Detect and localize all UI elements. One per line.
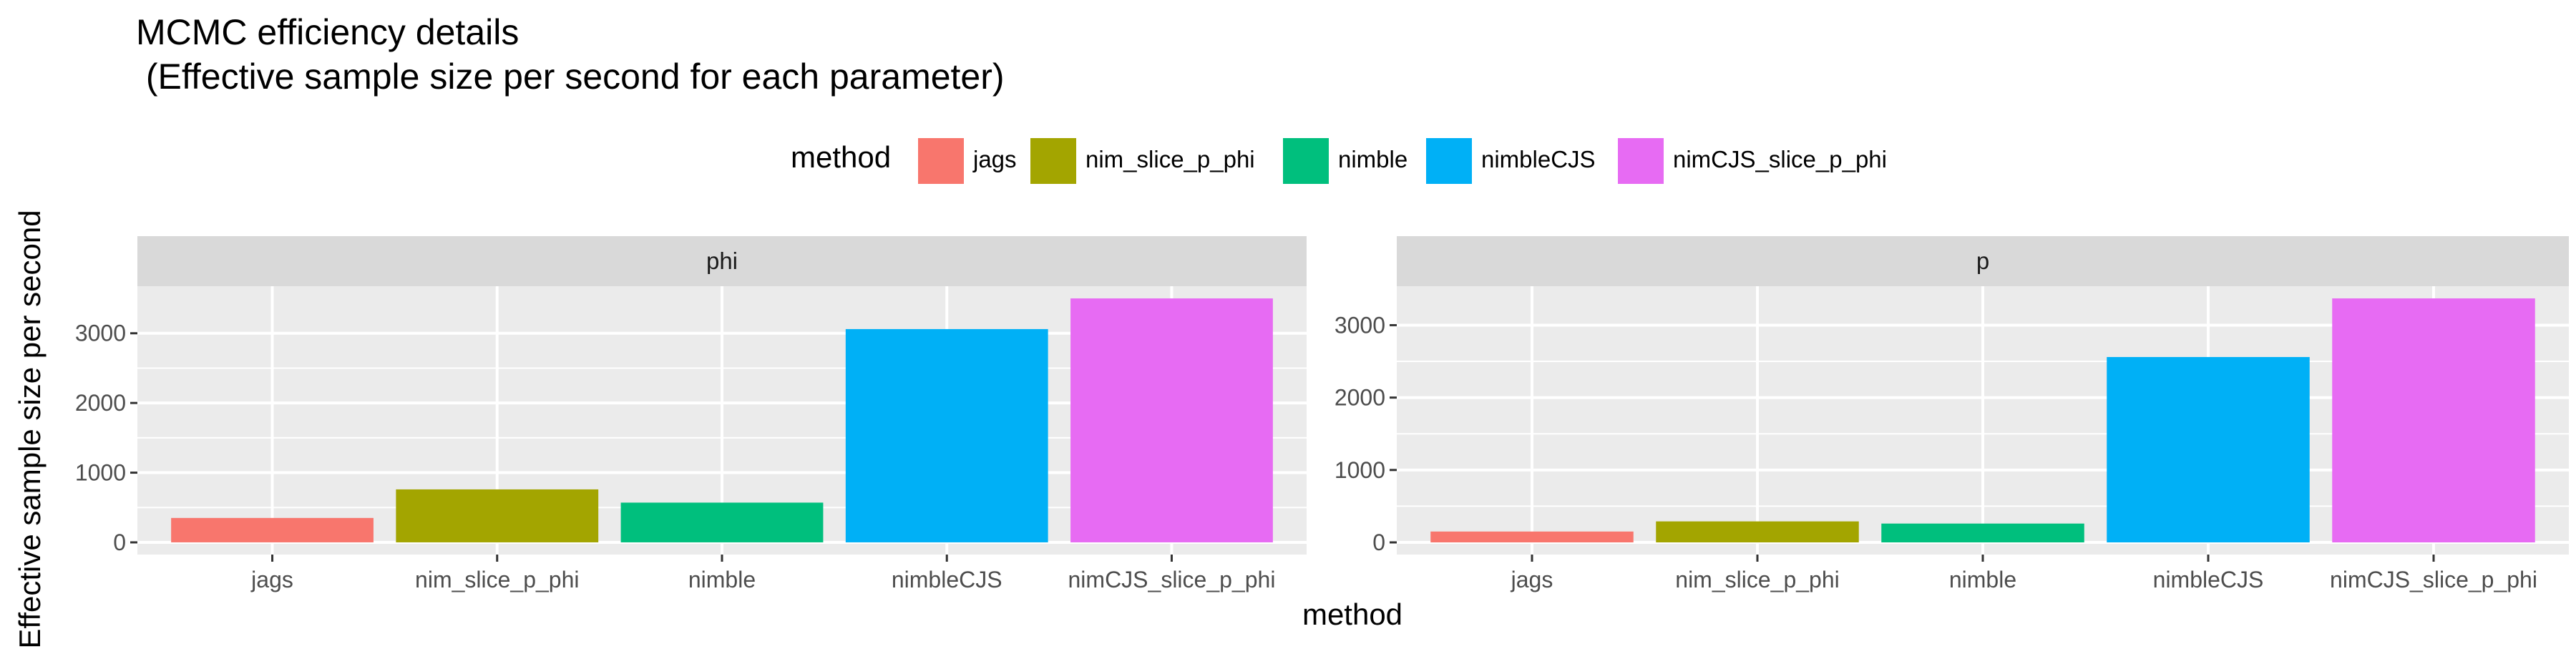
- facet-strip-label-phi: phi: [706, 248, 738, 274]
- x-tick-label-p: nimble: [1949, 567, 2016, 592]
- y-tick-label-phi: 1000: [75, 460, 126, 486]
- x-tick-label-p: jags: [1511, 567, 1553, 592]
- x-tick-label-phi: nimCJS_slice_p_phi: [1068, 567, 1276, 592]
- facet-strip-label-p: p: [1976, 248, 1989, 274]
- legend-key-nimcjs-slice-p-phi: [1616, 136, 1666, 186]
- x-tick-label-p: nimCJS_slice_p_phi: [2330, 567, 2537, 592]
- x-tick-label-p: nimbleCJS: [2153, 567, 2264, 592]
- bar-p-nimblecjs: [2107, 356, 2310, 543]
- legend-label-nimble: nimble: [1338, 146, 1408, 172]
- bar-p-jags: [1430, 531, 1634, 543]
- legend-label-nimcjs-slice-p-phi: nimCJS_slice_p_phi: [1673, 146, 1887, 172]
- legend-key-nimble: [1281, 136, 1331, 186]
- y-tick-label-p: 0: [1372, 530, 1385, 555]
- bar-phi-nimcjs-slice-p-phi: [1070, 298, 1273, 542]
- legend-key-nimblecjs: [1424, 136, 1474, 186]
- y-tick-label-phi: 2000: [75, 390, 126, 416]
- facet-strip-phi: [137, 236, 1307, 286]
- y-tick-label-p: 2000: [1335, 385, 1385, 411]
- legend-key-nim-slice-p-phi: [1028, 136, 1078, 186]
- x-tick-label-phi: nim_slice_p_phi: [415, 567, 579, 592]
- legend-label-nimblecjs: nimbleCJS: [1481, 146, 1596, 172]
- y-tick-label-phi: 0: [113, 530, 126, 555]
- x-tick-label-phi: nimble: [688, 567, 756, 592]
- bar-phi-nim-slice-p-phi: [396, 489, 599, 542]
- y-tick-label-p: 3000: [1335, 312, 1385, 338]
- legend-key-jags: [916, 136, 966, 186]
- legend-label-nim-slice-p-phi: nim_slice_p_phi: [1085, 146, 1255, 172]
- title-line-2: (Effective sample size per second for ea…: [136, 57, 1005, 97]
- bar-phi-nimblecjs: [845, 328, 1048, 542]
- y-tick-label-p: 1000: [1335, 457, 1385, 483]
- facet-strip-p: [1397, 236, 2569, 286]
- bar-phi-jags: [171, 517, 374, 542]
- bar-p-nim-slice-p-phi: [1656, 521, 1859, 543]
- x-tick-label-phi: nimbleCJS: [892, 567, 1002, 592]
- legend-title: method: [791, 140, 892, 174]
- bar-p-nimble: [1881, 523, 2084, 543]
- x-tick-label-p: nim_slice_p_phi: [1675, 567, 1839, 592]
- title-line-1: MCMC efficiency details: [136, 12, 519, 52]
- x-tick-label-phi: jags: [250, 567, 293, 592]
- legend-label-jags: jags: [973, 146, 1017, 172]
- legend: method jags nim_slice_p_phi nimble nimbl…: [0, 136, 2576, 186]
- x-axis-label: method: [1302, 597, 1403, 631]
- y-tick-label-phi: 3000: [75, 321, 126, 346]
- bar-p-nimcjs-slice-p-phi: [2332, 298, 2535, 543]
- chart-title: MCMC efficiency details (Effective sampl…: [136, 10, 1005, 99]
- bar-phi-nimble: [620, 502, 824, 542]
